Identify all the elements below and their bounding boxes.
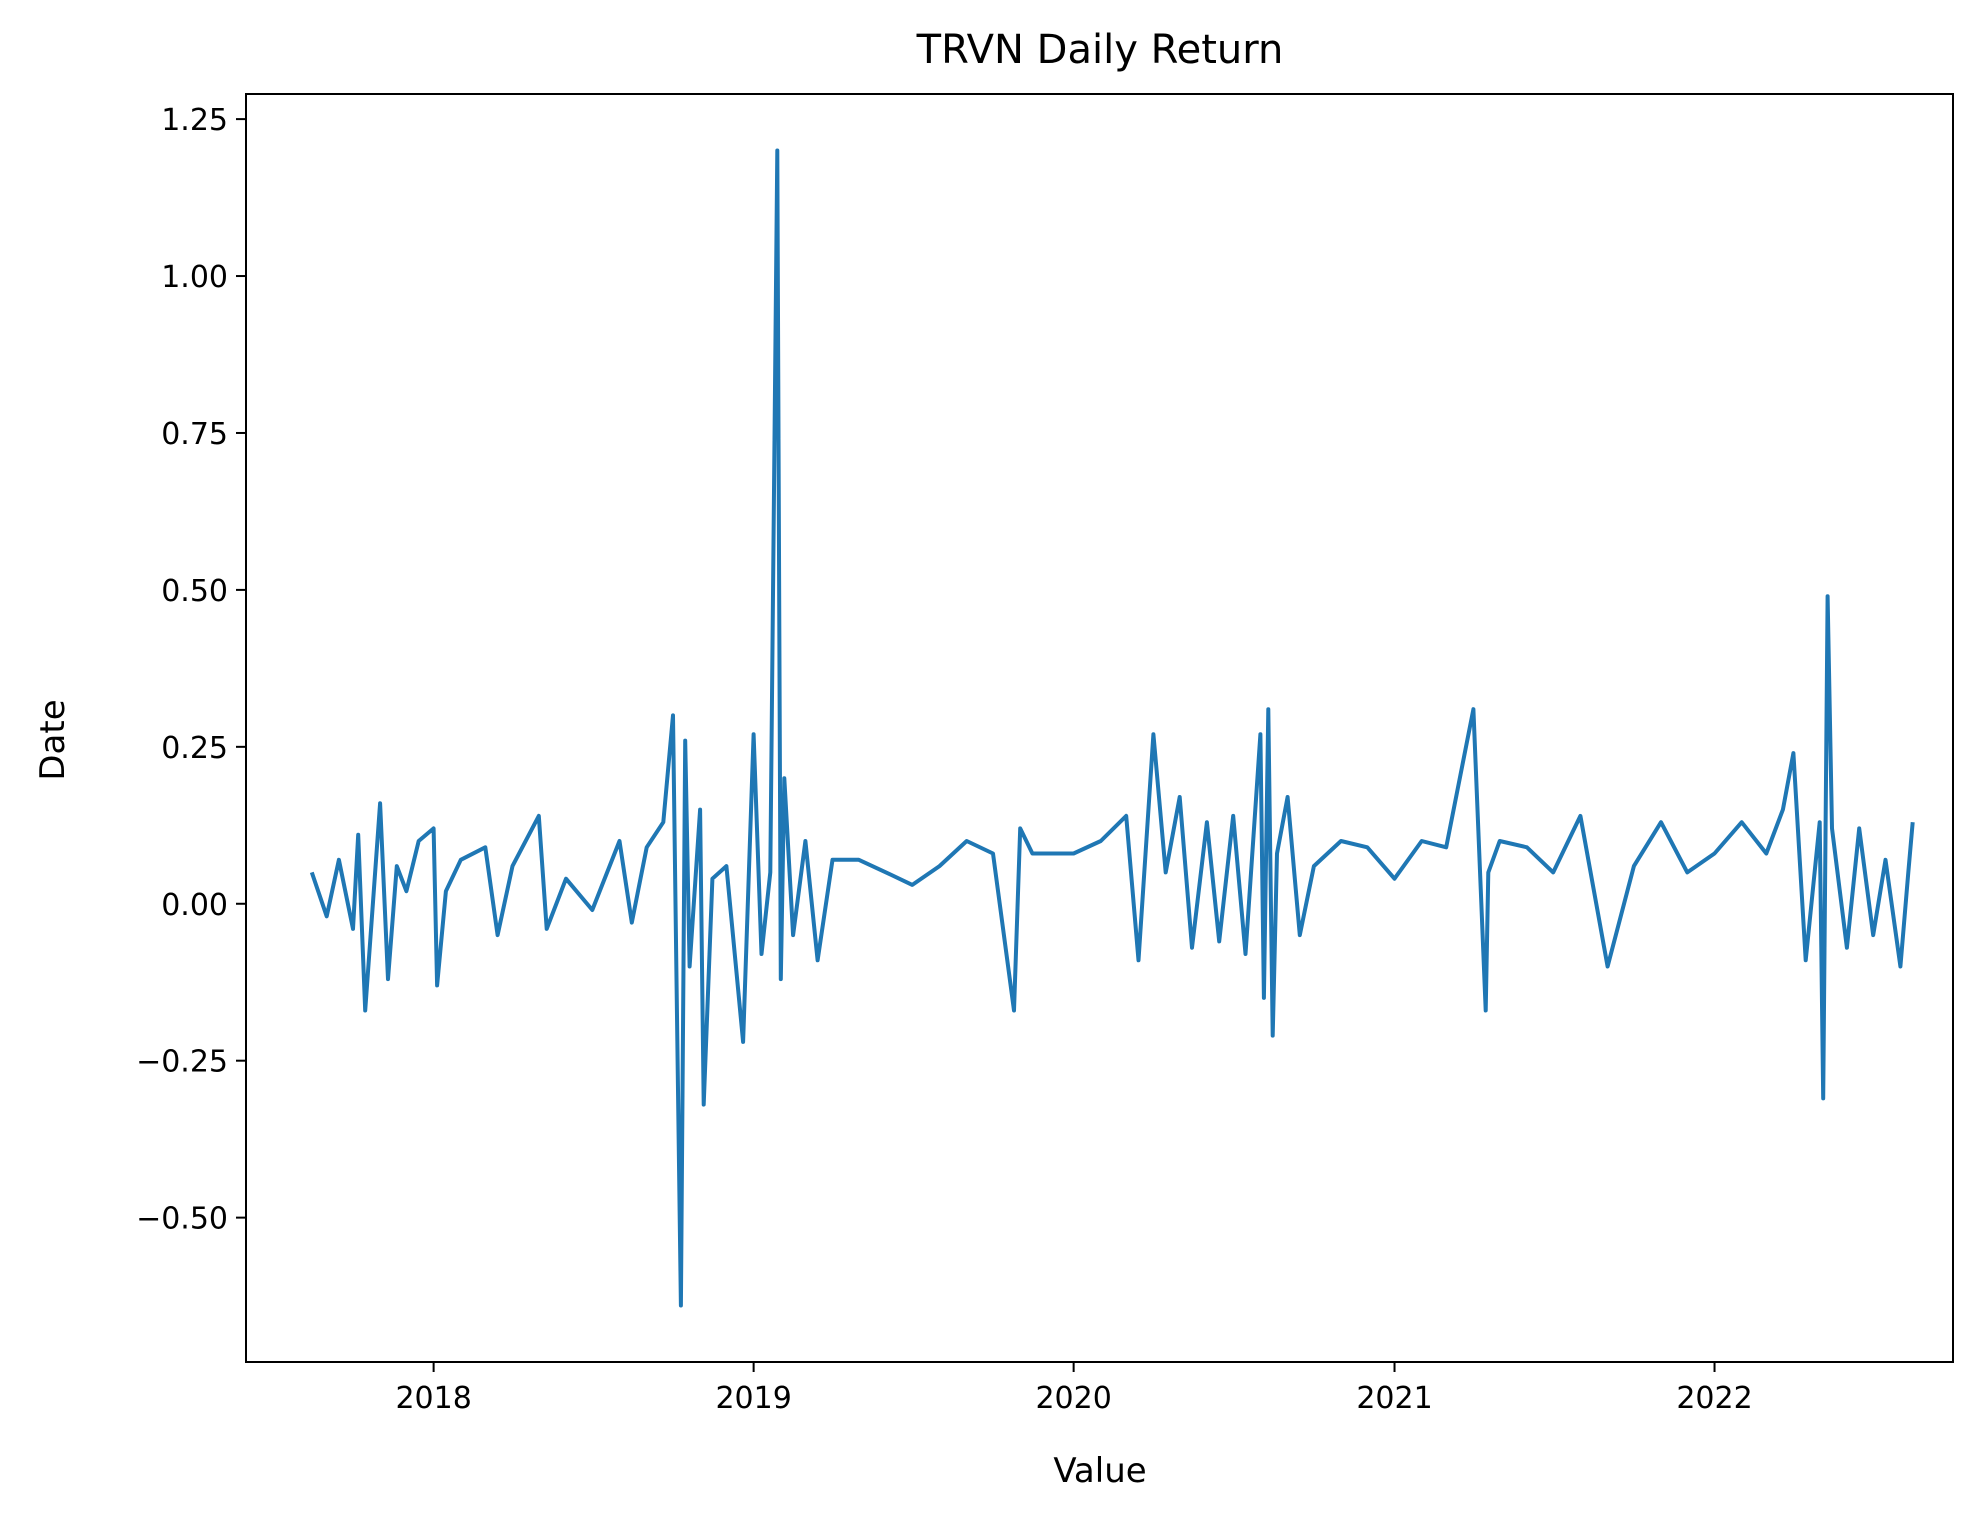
x-tick-label: 2022 [1676,1381,1752,1416]
x-tick-label: 2021 [1356,1381,1432,1416]
x-axis-label: Value [1053,1451,1146,1491]
x-axis-ticks: 2018 2019 2020 2021 2022 [395,1362,1753,1416]
series-line [309,148,1915,1308]
x-tick-label: 2020 [1035,1381,1111,1416]
x-tick-label: 2018 [395,1381,471,1416]
y-axis-label: Date [33,699,73,780]
y-tick-label: −0.25 [136,1045,228,1080]
y-tick-label: 0.00 [161,888,228,923]
y-axis-ticks: −0.50 −0.25 0.00 0.25 0.50 0.75 1.00 1.25 [136,103,246,1237]
y-tick-label: 1.25 [161,103,228,138]
plot-series [309,148,1915,1308]
y-tick-label: 1.00 [161,260,228,295]
y-tick-label: 0.25 [161,731,228,766]
plot-frame [245,93,1954,1363]
y-tick-label: 0.50 [161,574,228,609]
x-tick-label: 2019 [715,1381,791,1416]
chart-title: TRVN Daily Return [916,27,1284,73]
y-tick-label: −0.50 [136,1202,228,1237]
y-tick-label: 0.75 [161,417,228,452]
